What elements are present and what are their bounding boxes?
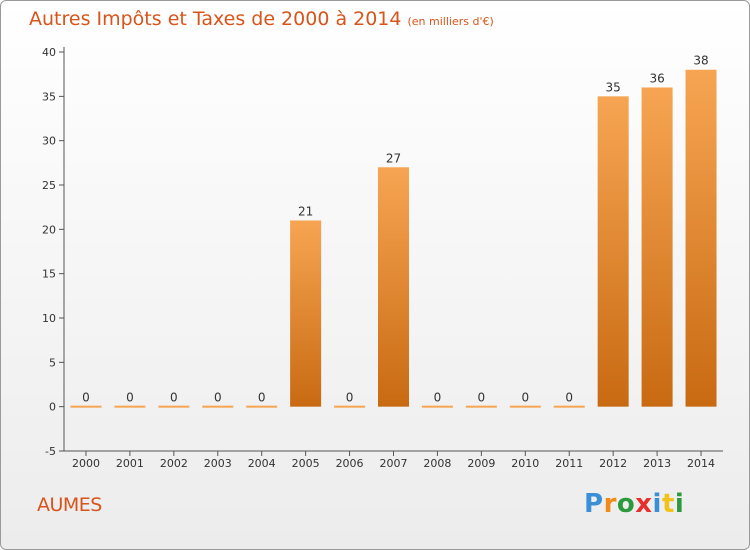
bar xyxy=(202,405,234,408)
y-tick-label: 25 xyxy=(42,179,56,192)
chart-subtitle: (en milliers d'€) xyxy=(407,15,494,28)
y-tick-label: -5 xyxy=(45,445,56,458)
logo-letter: x xyxy=(635,489,653,519)
chart-title: Autres Impôts et Taxes de 2000 à 2014 (en… xyxy=(29,8,494,30)
data-label: 0 xyxy=(346,391,354,405)
data-label: 0 xyxy=(478,391,486,405)
x-tick-label: 2008 xyxy=(423,457,451,470)
y-tick-label: 15 xyxy=(42,268,56,281)
data-label: 35 xyxy=(606,80,621,94)
data-label: 0 xyxy=(82,391,90,405)
bar xyxy=(509,405,541,408)
x-tick-label: 2012 xyxy=(599,457,627,470)
y-tick-label: 40 xyxy=(42,46,56,59)
x-tick-label: 2014 xyxy=(687,457,715,470)
x-tick-label: 2013 xyxy=(643,457,671,470)
x-tick-label: 2009 xyxy=(467,457,495,470)
bar xyxy=(553,405,585,408)
data-label: 0 xyxy=(258,391,266,405)
chart-title-text: Autres Impôts et Taxes de 2000 à 2014 xyxy=(29,8,402,30)
y-tick-label: 5 xyxy=(49,356,56,369)
data-label: 27 xyxy=(386,151,401,165)
x-tick-label: 2011 xyxy=(555,457,583,470)
place-name: AUMES xyxy=(37,494,102,516)
bar xyxy=(685,69,717,407)
bar xyxy=(290,220,322,407)
logo-letter: P xyxy=(584,489,604,519)
data-label: 36 xyxy=(649,71,664,85)
data-label: 0 xyxy=(521,391,529,405)
proxiti-logo[interactable]: Proxiti xyxy=(584,489,684,519)
y-tick-label: 30 xyxy=(42,135,56,148)
x-tick-label: 2002 xyxy=(160,457,188,470)
data-label: 0 xyxy=(434,391,442,405)
data-label: 0 xyxy=(170,391,178,405)
x-tick-label: 2001 xyxy=(116,457,144,470)
y-tick-label: 0 xyxy=(49,401,56,414)
bar xyxy=(114,405,146,408)
logo-letter: r xyxy=(603,489,617,519)
x-tick-label: 2004 xyxy=(248,457,276,470)
bar xyxy=(246,405,278,408)
bar xyxy=(597,96,629,407)
x-tick-label: 2000 xyxy=(72,457,100,470)
bar xyxy=(158,405,190,408)
bar xyxy=(421,405,453,408)
x-tick-label: 2007 xyxy=(380,457,408,470)
data-label: 0 xyxy=(565,391,573,405)
x-tick-label: 2005 xyxy=(292,457,320,470)
bar xyxy=(334,405,366,408)
bar xyxy=(641,87,673,407)
x-tick-label: 2010 xyxy=(511,457,539,470)
x-tick-label: 2006 xyxy=(336,457,364,470)
logo-letter: t xyxy=(661,489,675,519)
logo-letter: i xyxy=(652,489,662,519)
y-tick-label: 20 xyxy=(42,223,56,236)
x-tick-label: 2003 xyxy=(204,457,232,470)
bar xyxy=(465,405,497,408)
data-label: 0 xyxy=(126,391,134,405)
logo-letter: i xyxy=(674,489,685,519)
bar xyxy=(378,167,409,407)
data-label: 21 xyxy=(298,204,313,218)
data-label: 38 xyxy=(693,54,708,68)
y-tick-label: 10 xyxy=(42,312,56,325)
data-label: 0 xyxy=(214,391,222,405)
logo-letter: o xyxy=(616,489,636,519)
y-tick-label: 35 xyxy=(42,90,56,103)
bar xyxy=(70,405,102,408)
